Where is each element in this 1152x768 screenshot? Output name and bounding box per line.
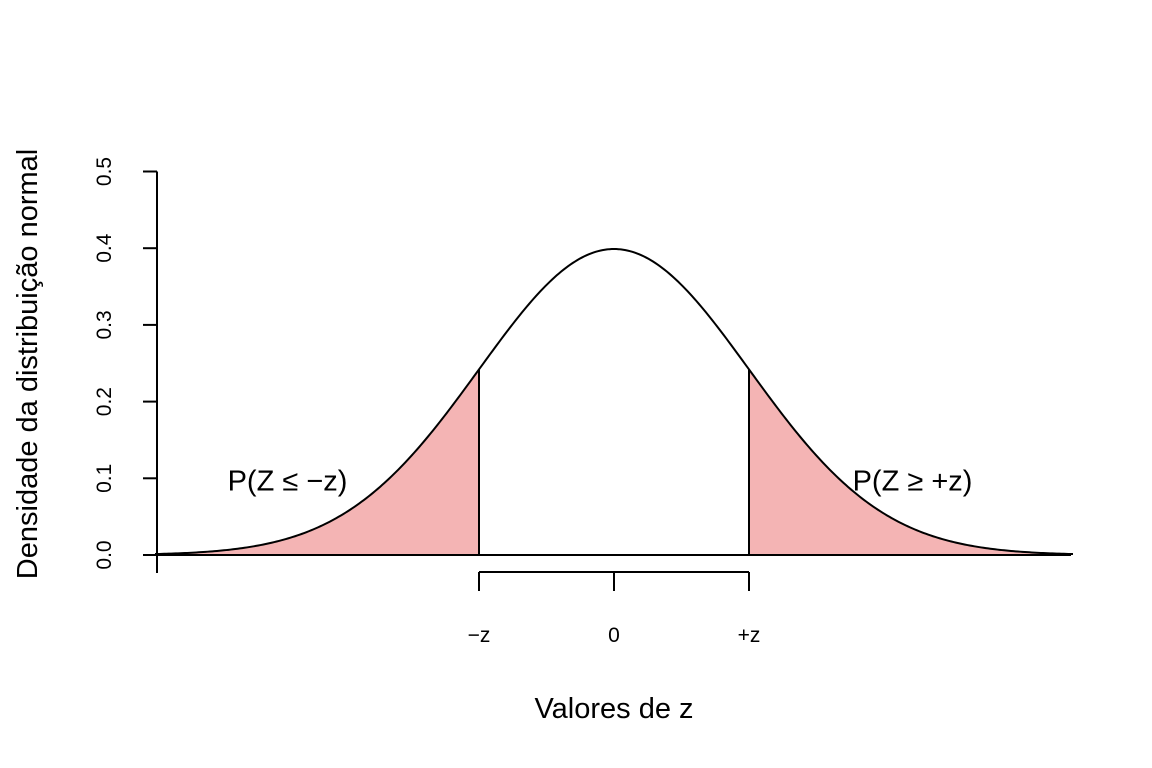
x-tick-label: +z bbox=[738, 624, 761, 647]
x-axis: −z 0 +z bbox=[468, 571, 761, 647]
y-tick-label: 0.2 bbox=[93, 387, 116, 416]
x-tick-label: 0 bbox=[608, 624, 620, 647]
y-tick-label: 0.5 bbox=[93, 157, 116, 186]
y-tick-label: 0.4 bbox=[93, 233, 116, 263]
annotation-right-tail: P(Z ≥ +z) bbox=[853, 465, 973, 497]
shaded-region-left-tail bbox=[155, 369, 479, 555]
x-axis-title: Valores de z bbox=[534, 693, 693, 725]
shaded-region-right-tail bbox=[749, 369, 1073, 555]
density-curve bbox=[154, 248, 1074, 556]
y-axis: 0.0 0.1 0.2 0.3 0.4 0.5 bbox=[93, 157, 158, 570]
y-axis-title: Densidade da distribuição normal bbox=[12, 149, 44, 579]
y-tick-label: 0.0 bbox=[93, 540, 116, 569]
y-tick-label: 0.1 bbox=[93, 464, 116, 493]
annotation-left-tail: P(Z ≤ −z) bbox=[228, 465, 348, 497]
y-tick-label: 0.3 bbox=[93, 310, 116, 339]
x-tick-label: −z bbox=[468, 624, 491, 647]
shaded-regions bbox=[155, 369, 1073, 555]
